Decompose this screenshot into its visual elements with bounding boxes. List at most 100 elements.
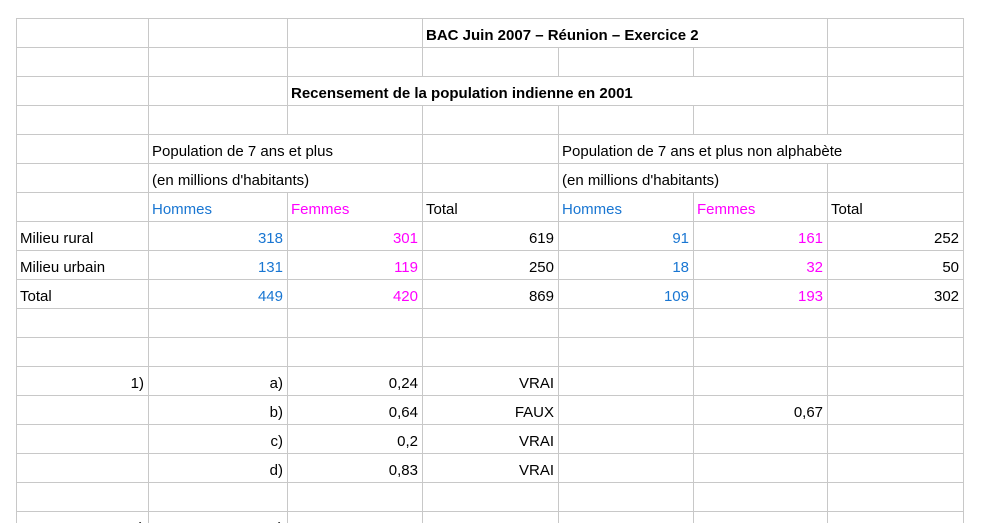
cell-A8[interactable]: Milieu rural xyxy=(16,221,149,251)
cell-A9[interactable]: Milieu urbain xyxy=(16,250,149,280)
cell-E9[interactable]: 18 xyxy=(558,250,694,280)
cell-D13[interactable]: VRAI xyxy=(422,366,559,396)
cell-E7[interactable]: Hommes xyxy=(558,192,694,222)
cell-B1[interactable] xyxy=(148,18,288,48)
cell-F16[interactable] xyxy=(692,453,829,483)
cell-B7[interactable]: Hommes xyxy=(148,192,288,222)
cell-G3[interactable] xyxy=(827,76,965,106)
cell-A18[interactable]: 2) xyxy=(16,511,149,523)
cell-B9[interactable]: 131 xyxy=(148,250,288,280)
cell-A7[interactable] xyxy=(16,192,149,222)
cell-A5[interactable] xyxy=(16,134,149,164)
cell-C2[interactable] xyxy=(287,47,423,77)
cell-B13[interactable]: a) xyxy=(148,366,288,396)
cell-F7[interactable]: Femmes xyxy=(692,192,829,222)
cell-B16[interactable]: d) xyxy=(148,453,288,483)
cell-G7[interactable]: Total xyxy=(827,192,965,222)
cell-D14[interactable]: FAUX xyxy=(422,395,559,425)
cell-G2[interactable] xyxy=(827,47,965,77)
cell-E11[interactable] xyxy=(558,308,694,338)
cell-F9[interactable]: 32 xyxy=(692,250,829,280)
cell-E8[interactable]: 91 xyxy=(558,221,694,251)
cell-E12[interactable] xyxy=(558,337,694,367)
cell-A3[interactable] xyxy=(16,76,149,106)
cell-D15[interactable]: VRAI xyxy=(422,424,559,454)
cell-G14[interactable] xyxy=(827,395,965,425)
cell-A1[interactable] xyxy=(16,18,149,48)
cell-E4[interactable] xyxy=(558,105,694,135)
cell-A10[interactable]: Total xyxy=(16,279,149,309)
cell-D7[interactable]: Total xyxy=(422,192,559,222)
cell-A2[interactable] xyxy=(16,47,149,77)
cell-B6[interactable]: (en millions d'habitants) xyxy=(148,163,423,193)
cell-C17[interactable] xyxy=(287,482,423,512)
cell-D6[interactable] xyxy=(422,163,559,193)
cell-A12[interactable] xyxy=(16,337,149,367)
cell-G11[interactable] xyxy=(827,308,965,338)
cell-G12[interactable] xyxy=(827,337,965,367)
cell-G18[interactable] xyxy=(827,511,965,523)
cell-A13[interactable]: 1) xyxy=(16,366,149,396)
cell-D5[interactable] xyxy=(422,134,559,164)
cell-A6[interactable] xyxy=(16,163,149,193)
cell-G6[interactable] xyxy=(827,163,965,193)
cell-B15[interactable]: c) xyxy=(148,424,288,454)
cell-B14[interactable]: b) xyxy=(148,395,288,425)
cell-C15[interactable]: 0,2 xyxy=(287,424,423,454)
cell-E14[interactable] xyxy=(558,395,694,425)
cell-D2[interactable] xyxy=(422,47,559,77)
cell-B5[interactable]: Population de 7 ans et plus xyxy=(148,134,423,164)
cell-G16[interactable] xyxy=(827,453,965,483)
cell-C9[interactable]: 119 xyxy=(287,250,423,280)
cell-E15[interactable] xyxy=(558,424,694,454)
cell-C10[interactable]: 420 xyxy=(287,279,423,309)
cell-F17[interactable] xyxy=(692,482,829,512)
cell-G4[interactable] xyxy=(827,105,965,135)
cell-F4[interactable] xyxy=(692,105,829,135)
cell-D17[interactable] xyxy=(422,482,559,512)
cell-E5[interactable]: Population de 7 ans et plus non alphabèt… xyxy=(557,134,965,164)
cell-E6[interactable]: (en millions d'habitants) xyxy=(557,163,829,193)
cell-C14[interactable]: 0,64 xyxy=(287,395,423,425)
cell-D1[interactable]: BAC Juin 2007 – Réunion – Exercice 2 xyxy=(421,18,829,48)
cell-F13[interactable] xyxy=(692,366,829,396)
cell-F11[interactable] xyxy=(692,308,829,338)
cell-E10[interactable]: 109 xyxy=(558,279,694,309)
cell-C3[interactable]: Recensement de la population indienne en… xyxy=(286,76,829,106)
cell-G1[interactable] xyxy=(827,18,965,48)
cell-G10[interactable]: 302 xyxy=(827,279,965,309)
cell-F15[interactable] xyxy=(692,424,829,454)
cell-C11[interactable] xyxy=(287,308,423,338)
cell-E17[interactable] xyxy=(558,482,694,512)
cell-B8[interactable]: 318 xyxy=(148,221,288,251)
cell-B18[interactable]: a) xyxy=(148,511,288,523)
cell-A4[interactable] xyxy=(16,105,149,135)
cell-E16[interactable] xyxy=(558,453,694,483)
cell-F18[interactable] xyxy=(692,511,829,523)
cell-A16[interactable] xyxy=(16,453,149,483)
cell-D18[interactable] xyxy=(422,511,559,523)
cell-G17[interactable] xyxy=(827,482,965,512)
cell-D9[interactable]: 250 xyxy=(422,250,559,280)
cell-G9[interactable]: 50 xyxy=(827,250,965,280)
cell-B12[interactable] xyxy=(148,337,288,367)
cell-A17[interactable] xyxy=(16,482,149,512)
cell-F12[interactable] xyxy=(692,337,829,367)
cell-C13[interactable]: 0,24 xyxy=(287,366,423,396)
cell-C7[interactable]: Femmes xyxy=(287,192,423,222)
cell-F10[interactable]: 193 xyxy=(692,279,829,309)
cell-F2[interactable] xyxy=(692,47,829,77)
cell-C12[interactable] xyxy=(287,337,423,367)
cell-C16[interactable]: 0,83 xyxy=(287,453,423,483)
cell-A14[interactable] xyxy=(16,395,149,425)
cell-B11[interactable] xyxy=(148,308,288,338)
cell-F8[interactable]: 161 xyxy=(692,221,829,251)
cell-B4[interactable] xyxy=(148,105,288,135)
cell-D8[interactable]: 619 xyxy=(422,221,559,251)
cell-E2[interactable] xyxy=(558,47,694,77)
cell-G15[interactable] xyxy=(827,424,965,454)
cell-C4[interactable] xyxy=(287,105,423,135)
cell-G13[interactable] xyxy=(827,366,965,396)
cell-F14[interactable]: 0,67 xyxy=(692,395,829,425)
cell-D4[interactable] xyxy=(422,105,559,135)
